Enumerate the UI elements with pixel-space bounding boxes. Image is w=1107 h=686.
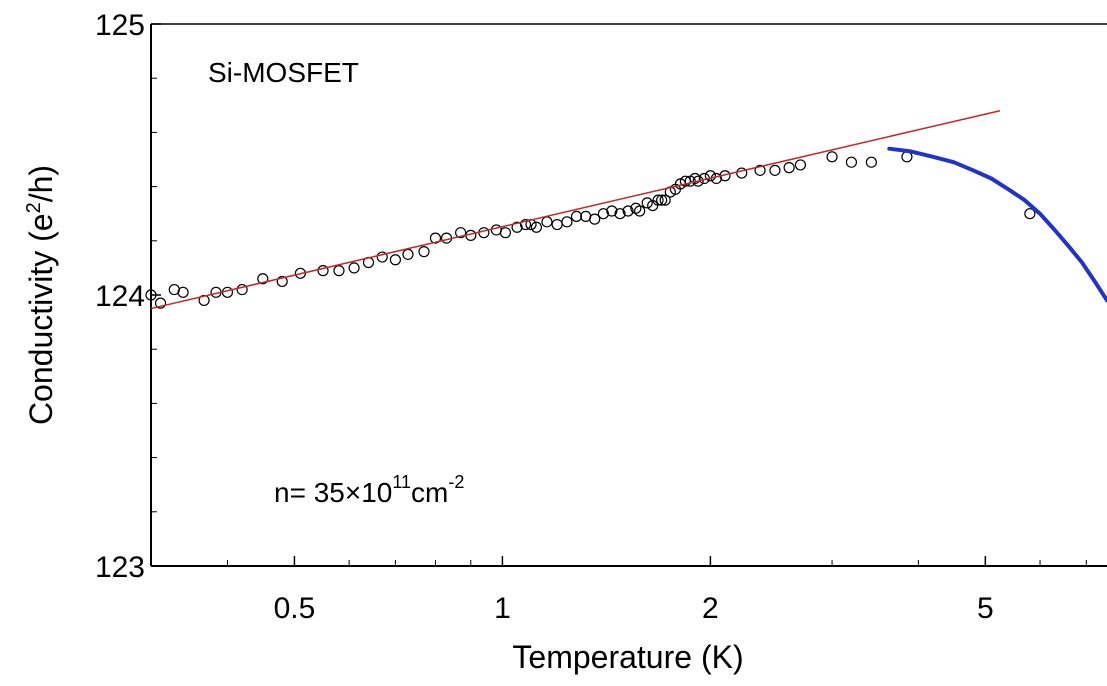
y-tick-label: 124: [95, 280, 145, 313]
data-point: [561, 216, 573, 228]
x-tick-label: 1: [494, 592, 511, 625]
data-point: [317, 265, 329, 277]
data-point: [348, 262, 360, 274]
data-point: [597, 208, 609, 220]
data-point: [845, 156, 858, 168]
data-point: [333, 265, 345, 277]
data-point: [429, 232, 442, 244]
x-tick-label: 5: [977, 592, 994, 625]
density-unit-exponent: -2: [448, 472, 464, 492]
data-point: [622, 205, 634, 217]
data-point: [656, 194, 668, 206]
data-point: [376, 251, 388, 263]
data-point: [402, 248, 414, 260]
y-axis-title: Conductivity (e2/h): [23, 165, 59, 425]
theory-curve: [887, 146, 1107, 303]
data-point: [659, 194, 671, 206]
data-point: [389, 254, 401, 266]
y-tick-label: 123: [95, 551, 145, 584]
data-point: [511, 221, 523, 233]
data-point: [826, 151, 838, 163]
data-point: [634, 205, 646, 217]
x-tick-label: 0.5: [274, 592, 316, 625]
data-point: [177, 286, 189, 298]
data-point: [541, 216, 553, 228]
data-point: [1024, 208, 1036, 220]
data-point: [692, 175, 704, 187]
data-point: [478, 227, 490, 239]
data-point: [276, 275, 288, 288]
data-point: [614, 208, 626, 220]
data-point: [455, 227, 467, 239]
sample-annotation: Si-MOSFET: [208, 57, 359, 88]
density-unit: cm: [411, 477, 448, 508]
data-point: [794, 159, 807, 171]
data-point: [589, 213, 601, 225]
data-point: [652, 194, 664, 206]
data-point: [570, 210, 583, 223]
data-point: [530, 221, 543, 233]
density-annotation: n= 35×1011cm-2: [274, 472, 464, 508]
y-axis-title-main: Conductivity (e: [23, 213, 59, 425]
series-layer: [145, 109, 1107, 310]
data-point: [145, 289, 157, 301]
data-point: [499, 227, 512, 239]
data-point: [704, 170, 717, 182]
data-point: [783, 162, 795, 174]
data-point: [519, 218, 532, 231]
data-point: [418, 246, 430, 258]
data-point: [754, 164, 766, 176]
x-tick-label: 2: [702, 592, 719, 625]
fit-line: [150, 109, 1001, 310]
data-point: [736, 167, 748, 179]
density-exponent: 11: [392, 472, 411, 492]
data-point: [769, 164, 781, 176]
data-point: [551, 218, 563, 231]
density-times: ×10: [345, 477, 393, 508]
data-point: [606, 205, 618, 217]
data-point: [236, 283, 248, 296]
data-point: [689, 172, 701, 185]
density-prefix: n= 35: [274, 477, 345, 508]
y-axis-title-sup: 2: [23, 202, 45, 213]
data-point: [490, 224, 502, 236]
data-point: [440, 232, 453, 244]
y-axis-title-end: /h): [23, 165, 59, 202]
x-axis-title: Temperature (K): [512, 639, 743, 675]
data-point: [257, 273, 269, 285]
data-point: [865, 156, 877, 168]
data-point: [641, 197, 653, 209]
y-tick-label: 125: [95, 9, 145, 42]
data-point: [154, 297, 167, 309]
